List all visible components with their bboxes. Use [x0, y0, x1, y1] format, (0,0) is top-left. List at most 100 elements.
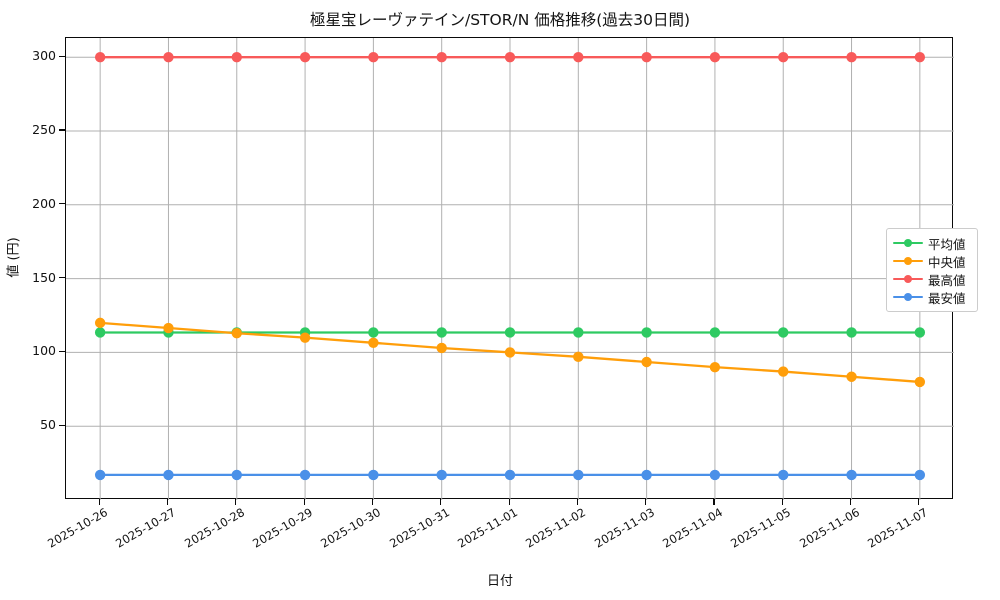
- data-point: [846, 327, 857, 338]
- data-point: [94, 51, 106, 63]
- y-tick-label: 250: [32, 121, 56, 137]
- plot-svg: [66, 38, 954, 500]
- x-tick-mark: [371, 499, 373, 505]
- legend-item-3[interactable]: 最安値: [893, 288, 971, 306]
- x-tick-label: 2025-11-04: [660, 505, 725, 551]
- x-tick-label: 2025-10-29: [250, 505, 316, 551]
- data-point: [504, 51, 516, 63]
- legend-line-swatch-icon: [893, 236, 923, 250]
- data-point: [368, 337, 379, 348]
- x-tick-label: 2025-11-01: [455, 505, 520, 551]
- x-tick-mark: [645, 499, 647, 505]
- data-point: [778, 366, 789, 377]
- legend-line-swatch-icon: [893, 290, 923, 304]
- x-tick-mark: [303, 499, 305, 505]
- x-tick-label: 2025-10-31: [386, 505, 452, 551]
- x-tick-label: 2025-10-30: [318, 505, 384, 551]
- x-tick-mark: [850, 499, 852, 505]
- legend-line-swatch-icon: [893, 272, 923, 286]
- data-point: [778, 469, 789, 481]
- data-point: [231, 469, 242, 481]
- y-tick-mark: [59, 55, 65, 57]
- data-point: [94, 469, 106, 481]
- data-point: [846, 371, 857, 382]
- y-tick-labels: 50 100 150 200 250 300: [0, 37, 56, 499]
- data-point: [231, 51, 242, 63]
- data-point: [709, 361, 721, 373]
- x-tick-mark: [235, 499, 237, 505]
- x-tick-mark: [576, 499, 578, 505]
- x-tick-mark: [440, 499, 442, 505]
- y-tick-label: 150: [32, 269, 56, 285]
- data-point: [914, 327, 926, 338]
- data-point: [299, 332, 311, 343]
- legend-item-2[interactable]: 最高値: [893, 270, 971, 288]
- data-point: [299, 469, 311, 481]
- data-point: [914, 469, 926, 481]
- x-tick-label: 2025-10-26: [45, 505, 111, 551]
- y-tick-label: 100: [32, 343, 56, 359]
- legend-label: 最安値: [928, 290, 966, 306]
- data-point: [436, 342, 447, 354]
- data-point: [573, 351, 584, 363]
- data-point: [641, 327, 652, 338]
- data-point: [436, 469, 447, 481]
- data-point: [436, 327, 447, 338]
- x-tick-mark: [781, 499, 783, 505]
- data-point: [504, 347, 516, 358]
- x-tick-mark: [98, 499, 100, 505]
- plot-area: [65, 37, 954, 500]
- y-tick-mark: [59, 277, 65, 279]
- data-point: [778, 327, 789, 338]
- data-point: [573, 51, 584, 63]
- data-point: [504, 469, 516, 481]
- data-point: [914, 376, 926, 388]
- x-tick-mark: [713, 499, 715, 505]
- data-point: [368, 327, 379, 338]
- y-tick-marks: [0, 37, 65, 499]
- y-tick-label: 200: [32, 195, 56, 211]
- data-point: [778, 51, 789, 63]
- data-point: [436, 51, 447, 63]
- y-tick-label: 300: [32, 48, 56, 64]
- data-point: [231, 328, 242, 339]
- legend-label: 平均値: [928, 236, 966, 252]
- x-tick-label: 2025-10-28: [181, 505, 247, 551]
- data-point: [846, 51, 857, 63]
- legend-item-1[interactable]: 中央値: [893, 252, 971, 270]
- legend-line-swatch-icon: [893, 254, 923, 268]
- data-point: [641, 469, 652, 481]
- legend-label: 中央値: [928, 254, 966, 270]
- y-axis-label: 値 (円): [6, 237, 22, 278]
- x-tick-label: 2025-11-03: [591, 505, 657, 551]
- data-point: [94, 327, 106, 338]
- data-point: [709, 327, 721, 338]
- data-point: [914, 51, 926, 63]
- chart-title: 極星宝レーヴァテイン/STOR/N 価格推移(過去30日間): [309, 11, 691, 29]
- data-point: [163, 51, 174, 63]
- y-tick-mark: [59, 350, 65, 352]
- y-tick-mark: [59, 129, 65, 131]
- x-tick-label: 2025-10-27: [113, 505, 179, 551]
- x-tick-label: 2025-11-06: [796, 505, 862, 551]
- series-markers: [94, 51, 926, 481]
- data-point: [573, 469, 584, 481]
- x-tick-mark: [508, 499, 510, 505]
- legend-label: 最高値: [928, 272, 966, 288]
- x-tick-labels: 2025-10-26 2025-10-27 2025-10-28 2025-10-29…: [45, 505, 953, 565]
- data-point: [709, 51, 721, 63]
- data-point: [368, 469, 379, 481]
- x-axis-label: 日付: [486, 574, 513, 589]
- x-tick-marks: [65, 499, 953, 507]
- data-point: [709, 469, 721, 481]
- data-point: [573, 327, 584, 338]
- data-point: [299, 51, 311, 63]
- chart-legend: 平均値中央値最高値最安値: [886, 228, 978, 312]
- data-point: [641, 356, 652, 368]
- legend-item-0[interactable]: 平均値: [893, 234, 971, 252]
- x-gridlines: [99, 38, 921, 500]
- data-point: [504, 327, 516, 338]
- x-tick-label: 2025-11-07: [864, 505, 930, 551]
- x-tick-mark: [166, 499, 169, 505]
